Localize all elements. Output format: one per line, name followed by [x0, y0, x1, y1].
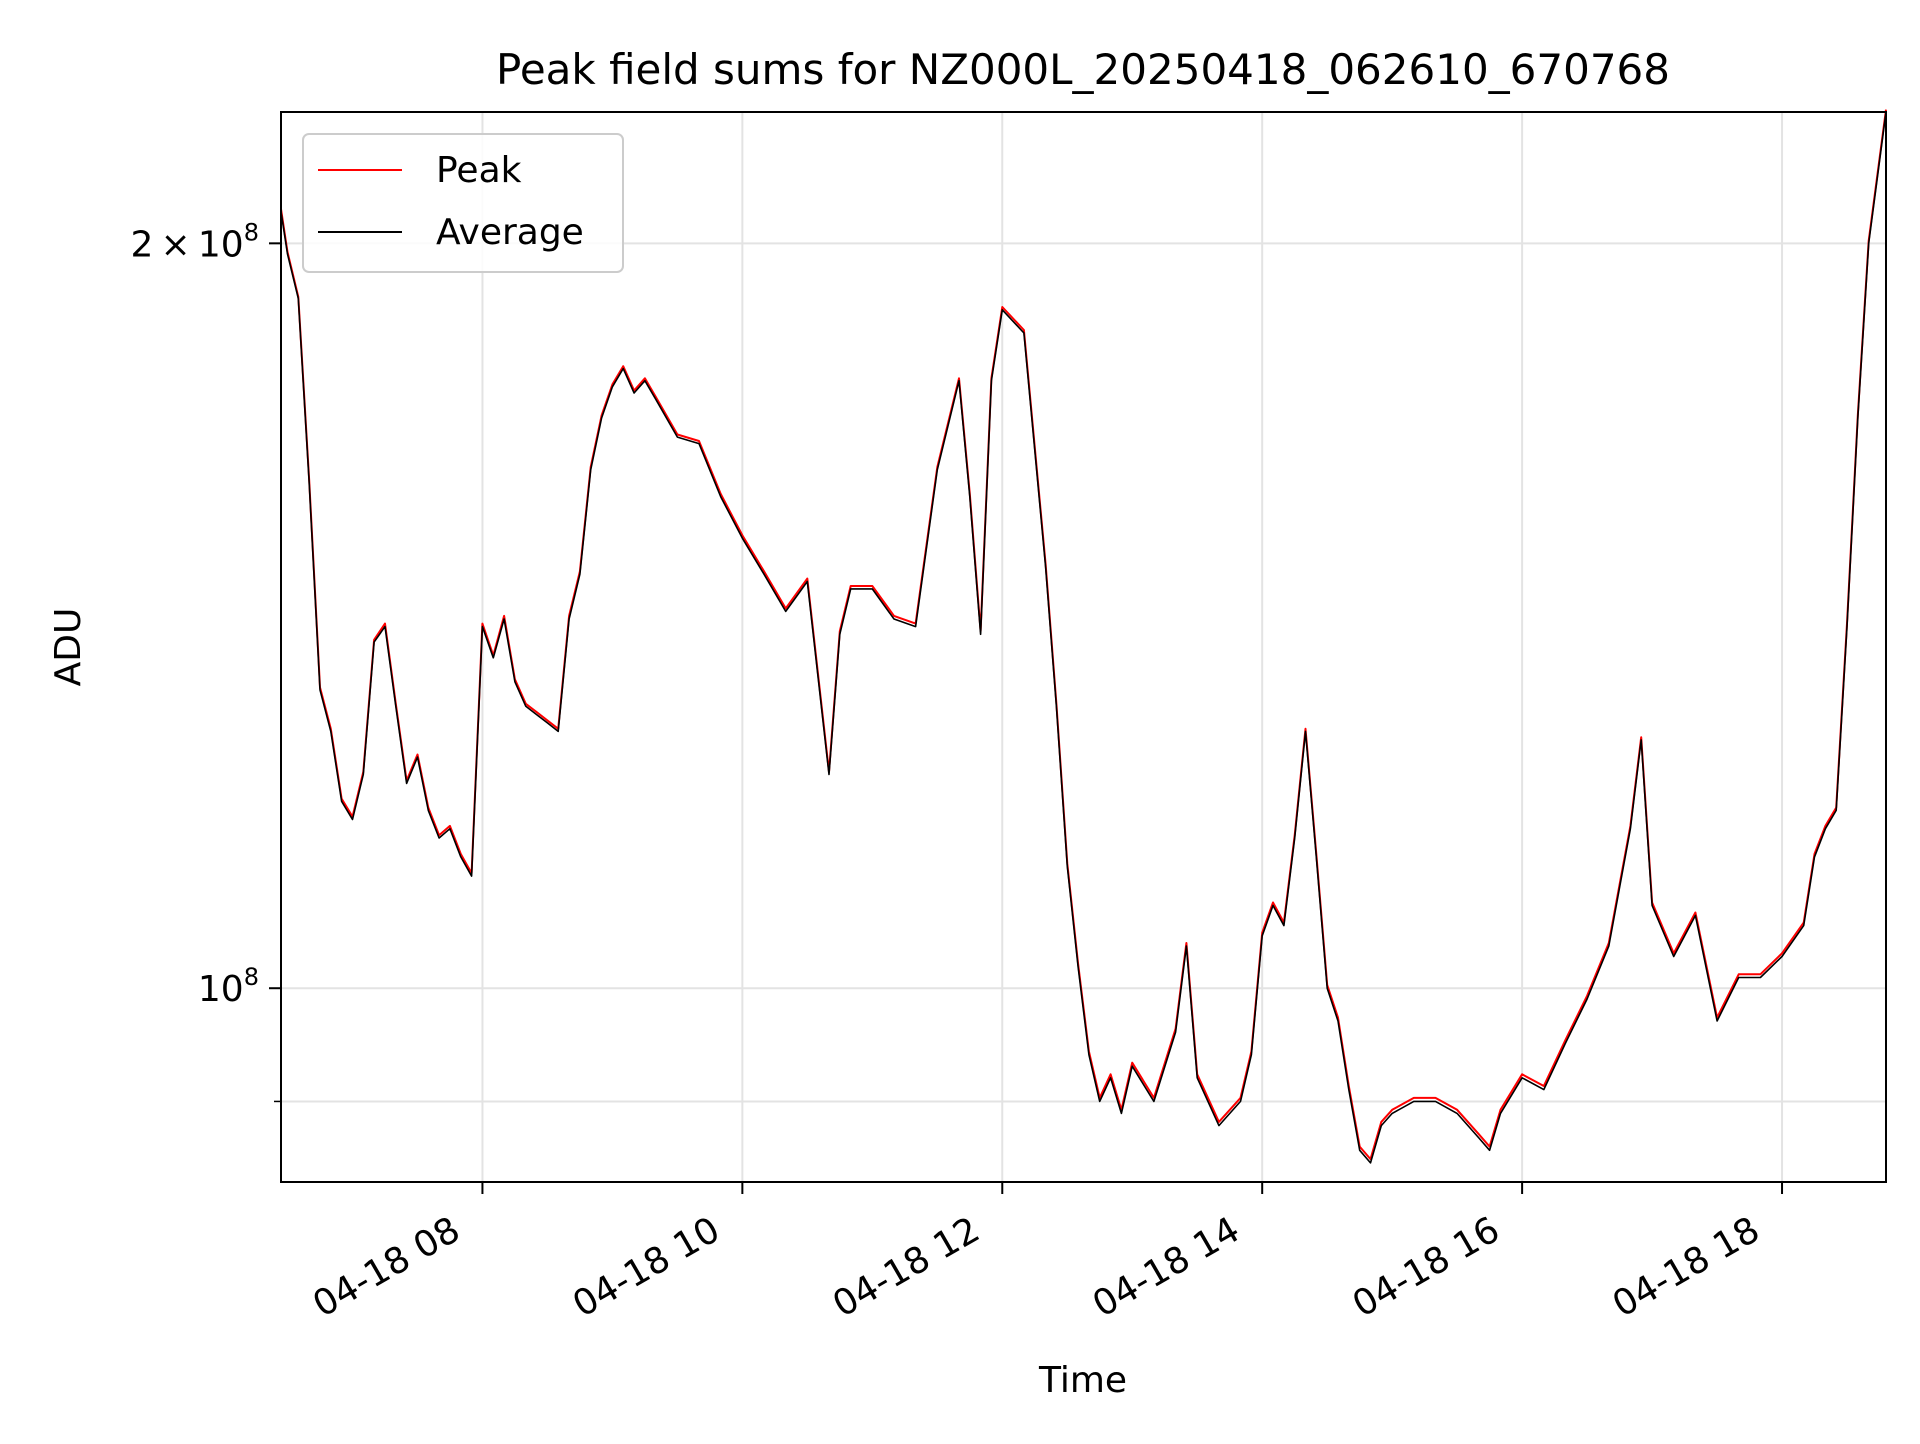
y-tick-label: 108: [198, 963, 259, 1010]
y-axis-ticks: 108 2 × 108: [130, 218, 281, 1103]
y-axis-label: ADU: [48, 608, 89, 687]
legend-peak-label: Peak: [436, 150, 522, 191]
y-tick-label: 2 × 108: [130, 218, 259, 265]
legend-average-label: Average: [436, 212, 584, 253]
legend: Peak Average: [302, 133, 624, 273]
series-line-average: [280, 111, 1887, 1164]
x-axis-label: Time: [1038, 1360, 1127, 1401]
series-lines: [280, 109, 1887, 1164]
chart-title: Peak field sums for NZ000L_20250418_0626…: [496, 45, 1670, 94]
legend-box: [302, 133, 624, 273]
plot-frame: [280, 111, 1887, 1183]
